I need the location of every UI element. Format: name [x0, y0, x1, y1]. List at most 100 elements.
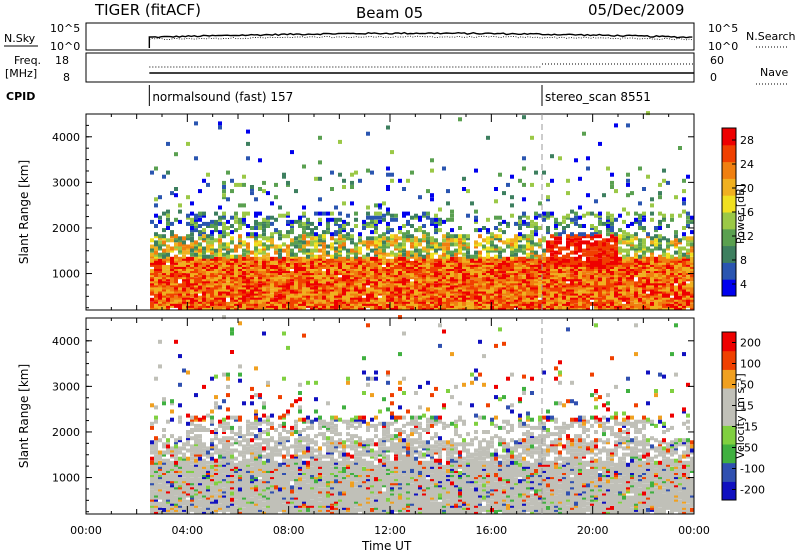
- power-cell: [358, 178, 362, 183]
- power-cell: [606, 295, 610, 300]
- power-cell: [686, 219, 690, 224]
- power-cell: [566, 252, 570, 257]
- power-cell: [434, 217, 438, 222]
- power-cell: [442, 293, 446, 298]
- power-cell: [478, 265, 482, 269]
- power-cell: [450, 297, 454, 302]
- power-cell: [598, 234, 602, 239]
- power-cell: [390, 293, 394, 298]
- power-cell: [630, 285, 634, 290]
- power-cell: [570, 250, 574, 255]
- power-cell: [170, 191, 174, 196]
- power-cell: [386, 260, 390, 265]
- power-cell: [574, 281, 578, 286]
- power-cell: [426, 297, 430, 302]
- power-cell: [202, 254, 206, 259]
- power-cell: [166, 306, 170, 310]
- power-cell: [354, 277, 358, 282]
- power-cell: [390, 277, 394, 282]
- power-cell: [290, 238, 294, 243]
- power-cell: [458, 236, 462, 241]
- power-cell: [266, 273, 270, 278]
- power-cell: [414, 252, 418, 257]
- power-cell: [658, 289, 662, 294]
- power-cell: [198, 281, 202, 286]
- power-cell: [634, 260, 638, 265]
- velocity-cell: [186, 489, 190, 494]
- power-cell: [378, 265, 382, 269]
- power-cell: [378, 203, 382, 208]
- power-cell: [566, 289, 570, 294]
- power-cell: [454, 265, 458, 269]
- power-cell: [530, 256, 534, 261]
- power-cell: [378, 236, 382, 241]
- power-cell: [598, 260, 602, 265]
- power-cell: [238, 234, 242, 239]
- power-cell: [534, 242, 538, 247]
- power-cell: [230, 224, 234, 228]
- power-cell: [486, 289, 490, 294]
- power-cell: [570, 293, 574, 298]
- power-cell: [654, 281, 658, 286]
- power-cell: [154, 203, 158, 208]
- power-cell: [538, 226, 542, 230]
- power-cell: [218, 269, 222, 274]
- power-cell: [602, 193, 606, 198]
- power-cell: [466, 256, 470, 261]
- power-cell: [190, 260, 194, 265]
- power-cell: [446, 217, 450, 222]
- power-cell: [206, 256, 210, 261]
- power-cell: [286, 180, 290, 185]
- power-cell: [434, 248, 438, 253]
- power-cell: [474, 273, 478, 278]
- power-cell: [222, 289, 226, 294]
- power-cell: [562, 295, 566, 300]
- power-cell: [626, 178, 630, 183]
- power-cell: [358, 256, 362, 261]
- power-cell: [602, 238, 606, 243]
- power-cell: [482, 277, 486, 282]
- power-cell: [666, 283, 670, 288]
- power-cell: [534, 224, 538, 228]
- velocity-cell: [182, 464, 186, 469]
- power-cell: [322, 301, 326, 306]
- power-cell: [290, 297, 294, 302]
- power-cell: [394, 281, 398, 286]
- power-cell: [370, 240, 374, 245]
- power-cell: [662, 285, 666, 290]
- power-cell: [234, 228, 238, 233]
- power-cell: [190, 297, 194, 302]
- power-cell: [294, 244, 298, 249]
- power-cell: [278, 256, 282, 261]
- power-cell: [594, 246, 598, 251]
- velocity-cell: [170, 477, 174, 482]
- velocity-cell: [166, 460, 170, 465]
- power-cell: [566, 234, 570, 239]
- power-cell: [634, 303, 638, 308]
- power-cell: [410, 289, 414, 294]
- power-cell: [294, 301, 298, 306]
- power-cell: [514, 273, 518, 278]
- power-cell: [446, 256, 450, 261]
- power-cell: [654, 306, 658, 310]
- power-cell: [450, 289, 454, 294]
- velocity-cell: [186, 505, 190, 510]
- power-cell: [318, 211, 322, 216]
- velocity-cell: [158, 464, 162, 469]
- power-cell: [310, 281, 314, 286]
- power-cell: [562, 285, 566, 290]
- power-cell: [522, 182, 526, 187]
- power-cell: [182, 273, 186, 278]
- power-cell: [506, 301, 510, 306]
- power-cell: [458, 256, 462, 261]
- power-cell: [394, 240, 398, 245]
- power-cell: [278, 232, 282, 237]
- velocity-cell: [158, 469, 162, 473]
- power-cell: [650, 297, 654, 302]
- power-cell: [506, 293, 510, 298]
- power-cell: [510, 269, 514, 274]
- power-cell: [606, 217, 610, 222]
- power-cell: [570, 260, 574, 265]
- velocity-cell: [178, 456, 182, 461]
